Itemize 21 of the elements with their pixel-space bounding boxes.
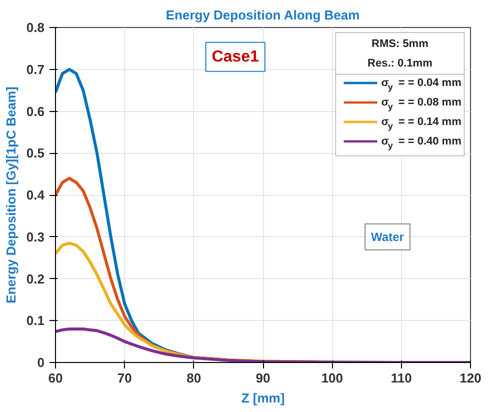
x-tick-label: 80	[186, 370, 202, 386]
y-tick-label: 0.1	[26, 313, 45, 328]
y-axis-title: Energy Deposition [Gy][1pC Beam]	[3, 86, 18, 304]
y-tick-label: 0	[37, 355, 45, 370]
chart-title: Energy Deposition Along Beam	[166, 8, 360, 22]
x-tick-label: 120	[460, 370, 482, 386]
y-tick-label: 0.6	[26, 104, 45, 119]
x-axis-title: Z [mm]	[241, 390, 285, 406]
x-tick-label: 100	[321, 370, 344, 386]
annotation: Water	[371, 230, 404, 244]
x-tick-label: 90	[256, 370, 270, 386]
y-tick-label: 0.7	[26, 62, 45, 77]
y-tick-label: 0.4	[26, 188, 46, 202]
x-tick-label: 70	[117, 370, 132, 386]
y-tick-label: 0.3	[26, 229, 45, 244]
y-tick-label: 0.8	[26, 20, 45, 35]
x-tick-label: 110	[390, 370, 412, 386]
x-tick-label: 60	[48, 370, 63, 386]
annotation: Case1	[212, 48, 260, 66]
y-tick-label: 0.2	[26, 271, 45, 286]
y-tick-label: 0.5	[26, 146, 45, 161]
